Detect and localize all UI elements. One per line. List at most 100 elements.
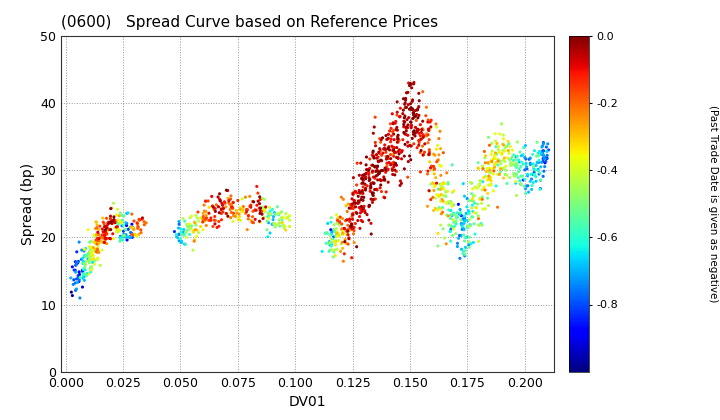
Point: [273, 217, 284, 223]
Point: [68, 281, 79, 288]
Point: [135, 229, 147, 236]
Point: [424, 119, 436, 126]
Point: [446, 189, 458, 196]
Point: [490, 183, 502, 189]
Point: [93, 236, 104, 243]
Point: [401, 104, 413, 111]
Point: [366, 152, 378, 158]
Point: [99, 235, 111, 242]
Point: [331, 220, 343, 226]
Point: [92, 235, 104, 242]
Point: [359, 207, 370, 214]
Point: [471, 205, 482, 211]
Point: [483, 173, 495, 179]
Point: [482, 165, 493, 172]
Point: [336, 239, 348, 246]
Point: [412, 105, 423, 112]
Point: [404, 152, 415, 159]
Point: [432, 243, 444, 249]
Point: [361, 154, 372, 160]
Point: [249, 207, 261, 213]
Point: [86, 238, 97, 245]
Point: [341, 216, 353, 223]
Point: [220, 203, 232, 210]
Point: [418, 151, 429, 158]
Point: [99, 220, 110, 227]
Point: [184, 223, 195, 230]
Point: [478, 186, 490, 193]
Point: [415, 149, 426, 156]
Point: [472, 165, 484, 172]
Point: [132, 223, 143, 230]
Point: [449, 223, 460, 230]
Point: [85, 246, 96, 252]
Point: [195, 215, 207, 221]
Point: [510, 160, 522, 166]
Point: [451, 210, 463, 216]
Point: [374, 145, 385, 152]
Point: [384, 121, 396, 127]
Point: [400, 125, 412, 131]
Point: [464, 221, 476, 228]
Point: [210, 220, 221, 227]
Point: [338, 226, 350, 232]
Point: [340, 217, 351, 224]
Point: [209, 206, 220, 213]
Point: [341, 227, 352, 234]
Point: [284, 213, 295, 219]
Point: [405, 104, 417, 111]
Point: [225, 206, 236, 213]
Point: [379, 146, 391, 153]
Point: [219, 199, 230, 205]
Point: [508, 170, 520, 176]
Point: [364, 188, 376, 195]
Point: [462, 204, 473, 210]
Point: [423, 148, 435, 155]
Point: [448, 188, 459, 194]
Point: [328, 222, 340, 228]
Point: [501, 143, 513, 150]
Point: [534, 148, 545, 155]
Point: [202, 197, 214, 204]
Point: [410, 130, 421, 136]
Point: [120, 226, 131, 233]
Point: [112, 225, 124, 232]
Point: [277, 222, 289, 229]
Point: [336, 226, 347, 233]
Point: [351, 189, 362, 196]
Point: [228, 218, 239, 225]
Point: [459, 193, 470, 199]
Point: [363, 203, 374, 210]
Point: [367, 130, 379, 136]
Point: [449, 220, 461, 226]
Point: [91, 245, 102, 252]
Point: [413, 130, 425, 136]
Point: [110, 219, 122, 226]
Point: [265, 211, 276, 218]
Point: [445, 207, 456, 214]
Point: [420, 113, 431, 119]
Point: [408, 109, 419, 116]
Point: [99, 223, 110, 230]
Point: [71, 261, 82, 268]
Point: [96, 247, 108, 253]
Point: [350, 209, 361, 216]
Point: [105, 205, 117, 212]
Point: [348, 227, 360, 234]
Point: [469, 231, 481, 237]
Point: [112, 217, 124, 223]
Point: [524, 178, 536, 185]
Point: [179, 231, 190, 238]
Point: [341, 208, 353, 215]
Point: [445, 198, 456, 205]
Point: [504, 174, 516, 181]
Point: [276, 219, 288, 226]
Point: [401, 116, 413, 123]
Point: [66, 289, 77, 296]
Point: [413, 137, 424, 144]
Point: [271, 203, 283, 210]
Point: [380, 189, 392, 195]
Point: [100, 223, 112, 230]
Point: [363, 167, 374, 173]
Point: [448, 219, 459, 226]
